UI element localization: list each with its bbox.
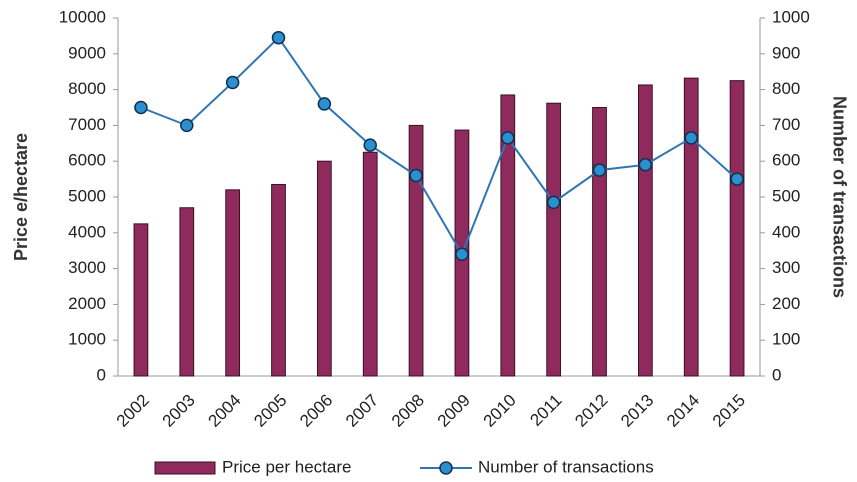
line	[140, 36, 738, 257]
bar	[729, 80, 745, 377]
y2-tick-label: 1000	[772, 7, 810, 26]
x-tick-label: 2007	[342, 391, 382, 431]
x-tick-label: 2002	[113, 391, 153, 431]
bar	[316, 160, 332, 377]
line-marker	[271, 30, 286, 45]
y2-tick-label: 100	[772, 330, 800, 349]
legend-label: Number of transactions	[478, 457, 654, 476]
y-tick-label: 10000	[59, 7, 106, 26]
x-tick-label: 2012	[571, 391, 611, 431]
legend-swatch	[154, 461, 216, 475]
y-tick-label: 3000	[68, 258, 106, 277]
y-tick-label: 0	[97, 365, 106, 384]
line-marker	[134, 100, 148, 115]
x-tick-label: 2003	[159, 391, 199, 431]
y-tick-label: 6000	[68, 151, 106, 170]
bar	[271, 183, 286, 377]
bar	[362, 151, 378, 377]
y-tick-label: 1000	[68, 330, 106, 349]
x-tick-label: 2004	[204, 391, 244, 431]
y2-tick-label: 500	[772, 186, 800, 205]
x-tick-label: 2011	[526, 391, 565, 430]
line-marker	[546, 195, 561, 210]
bar	[683, 77, 699, 377]
line-marker	[592, 163, 607, 177]
x-tick-label: 2013	[617, 391, 657, 431]
line-marker	[501, 131, 515, 145]
bar	[592, 107, 607, 377]
y2-axis-title: Number of transactions	[829, 96, 849, 298]
x-tick-label: 2005	[250, 391, 290, 431]
line-marker	[684, 131, 698, 145]
y-tick-label: 5000	[68, 186, 106, 205]
line-marker	[455, 247, 469, 262]
bar	[546, 102, 562, 377]
legend-label: Price per hectare	[222, 457, 351, 476]
y-tick-label: 8000	[68, 79, 106, 98]
y2-tick-label: 800	[772, 79, 800, 98]
bar	[500, 94, 516, 377]
bar	[225, 189, 241, 377]
line-marker	[225, 75, 240, 90]
y2-tick-label: 400	[772, 222, 800, 241]
bar	[408, 124, 424, 377]
x-tick-label: 2006	[296, 391, 336, 431]
line-marker	[638, 158, 653, 172]
line-marker	[363, 138, 377, 152]
y2-tick-label: 900	[772, 43, 800, 62]
y2-tick-label: 0	[772, 365, 781, 384]
x-tick-label: 2010	[480, 391, 520, 431]
x-tick-label: 2015	[709, 391, 749, 431]
y2-tick-label: 600	[772, 151, 800, 170]
bar	[133, 223, 149, 377]
y-tick-label: 7000	[68, 115, 106, 134]
legend-swatch	[439, 461, 453, 475]
x-tick-label: 2009	[434, 391, 474, 431]
line-marker	[409, 168, 423, 183]
y-tick-label: 4000	[68, 222, 106, 241]
y-tick-label: 2000	[68, 294, 106, 313]
line-marker	[180, 118, 194, 133]
y2-tick-label: 700	[772, 115, 800, 134]
bar	[637, 84, 653, 377]
y2-tick-label: 200	[772, 294, 800, 313]
x-tick-label: 2008	[388, 391, 428, 431]
x-tick-label: 2014	[663, 391, 703, 431]
bar	[179, 207, 195, 377]
y-tick-label: 9000	[68, 43, 106, 62]
y-axis-title: Price e/hectare	[11, 133, 31, 261]
line-marker	[317, 97, 332, 111]
line-marker	[730, 172, 744, 186]
y2-tick-label: 300	[772, 258, 800, 277]
